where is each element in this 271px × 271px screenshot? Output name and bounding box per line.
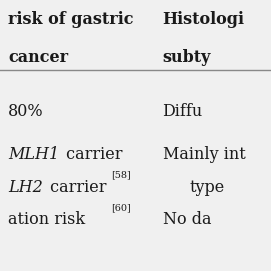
Text: [60]: [60] (111, 203, 131, 212)
Text: type: type (190, 179, 225, 196)
Text: carrier: carrier (45, 179, 106, 196)
Text: carrier: carrier (61, 146, 122, 163)
Text: cancer: cancer (8, 49, 68, 66)
Text: 80%: 80% (8, 103, 44, 120)
Text: Histologi: Histologi (163, 11, 245, 28)
Text: LH2: LH2 (8, 179, 43, 196)
Text: MLH1: MLH1 (8, 146, 59, 163)
Text: Mainly int: Mainly int (163, 146, 245, 163)
Text: [58]: [58] (111, 171, 131, 180)
Text: ation risk: ation risk (8, 211, 85, 228)
Text: Diffu: Diffu (163, 103, 203, 120)
Text: risk of gastric: risk of gastric (8, 11, 134, 28)
Text: No da: No da (163, 211, 211, 228)
Text: subty: subty (163, 49, 211, 66)
